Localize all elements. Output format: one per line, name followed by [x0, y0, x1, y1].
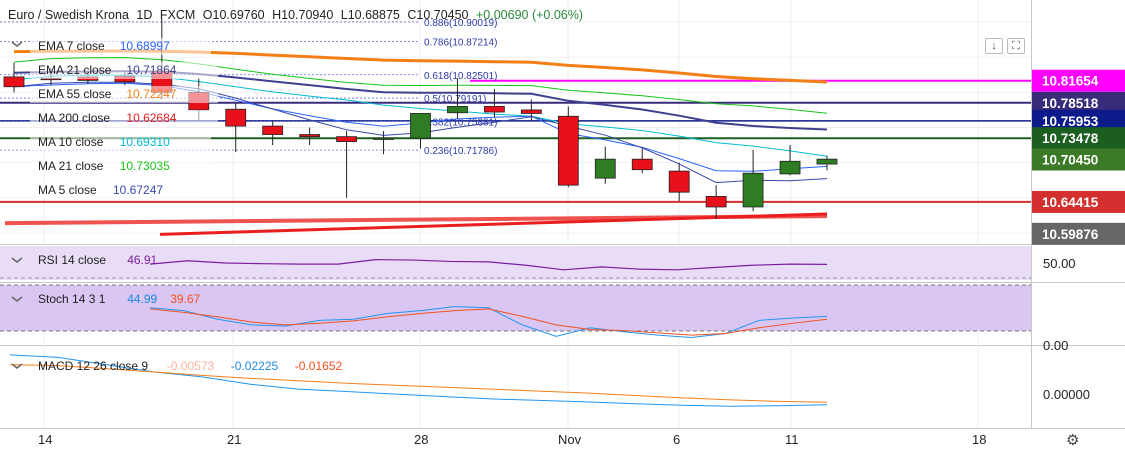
legend-label: MA 200 close [38, 111, 110, 125]
collapse-legend-icon [11, 257, 23, 263]
fib-label: 0.382(10.75881) [424, 117, 497, 128]
price-label-bg [1032, 127, 1125, 150]
candle-body [557, 115, 579, 186]
stoch-label: Stoch 14 3 1 [38, 292, 106, 306]
macd-label: MACD 12 26 close 9 [38, 359, 148, 373]
price-label: 10.78518 [1042, 96, 1099, 111]
macd-value: -0.01652 [295, 359, 343, 373]
legend-bg [30, 182, 204, 199]
fib-label: 0.886(10.90019) [424, 18, 497, 29]
candle-body [3, 76, 25, 88]
legend-bg [30, 134, 211, 151]
fib-label: 0.5(10.79191) [424, 94, 486, 105]
legend-value: 10.73035 [120, 159, 170, 173]
rsi-band [0, 246, 1031, 280]
candle-body [668, 170, 690, 193]
x-tick-label: Nov [558, 432, 582, 447]
x-tick-label: 14 [38, 432, 52, 447]
candle-body [447, 106, 468, 114]
candle-body [484, 106, 505, 113]
price-label-bg [1032, 91, 1125, 114]
candle-body [705, 196, 727, 208]
price-label: 10.59876 [1042, 227, 1099, 242]
rsi-value: 46.91 [127, 253, 157, 267]
legend-value: 10.67247 [113, 183, 163, 197]
stoch-d-line [149, 308, 828, 336]
legend-value: 10.72247 [126, 87, 176, 101]
price-label-bg [1032, 190, 1125, 213]
legend-value: 10.69310 [120, 135, 170, 149]
download-icon[interactable]: ↓ [985, 38, 1003, 54]
legend-bg [30, 62, 218, 79]
candle-body [631, 158, 653, 171]
legend-label: MA 5 close [38, 183, 97, 197]
legend-label: MA 10 close [38, 135, 104, 149]
collapse-legend-icon [11, 363, 23, 369]
legend-value: 10.68997 [120, 39, 170, 53]
macd-axis-label: 0.00000 [1043, 387, 1090, 402]
candle-body [816, 158, 838, 165]
stoch-band [0, 285, 1031, 331]
candle-body [225, 108, 247, 127]
price-label-bg [1032, 69, 1125, 92]
rsi-axis-label: 50.00 [1043, 256, 1076, 271]
legend-bg [30, 110, 218, 127]
legend-label: EMA 55 close [38, 87, 112, 101]
rsi-label: RSI 14 close [38, 253, 106, 267]
fib-label: 0.786(10.87214) [424, 38, 497, 49]
candle-body [742, 172, 764, 208]
x-tick-label: 21 [227, 432, 241, 447]
candle-body [299, 134, 321, 138]
candle-body [373, 137, 394, 140]
x-tick-label: 6 [673, 432, 680, 447]
price-label-bg [1032, 148, 1125, 171]
ma21-line [13, 57, 828, 114]
price-label: 10.70450 [1042, 153, 1098, 168]
legend-label: MA 21 close [38, 159, 104, 173]
price-label: 10.73478 [1042, 131, 1099, 146]
price-label-bg [1032, 109, 1125, 132]
candle-body [336, 136, 357, 142]
candle-body [410, 113, 431, 139]
legend-bg [30, 158, 211, 175]
legend-value: 10.71864 [126, 63, 176, 77]
legend-bg [30, 38, 211, 55]
fib-label: 0.618(10.82501) [424, 71, 497, 82]
stoch-k-line [149, 306, 828, 338]
macd-value: -0.02225 [231, 359, 279, 373]
candle-body [520, 109, 542, 114]
legend-bg [30, 86, 218, 103]
candle-body [779, 160, 801, 175]
x-tick-label: 18 [972, 432, 986, 447]
fib-label: 0.236(10.71786) [424, 146, 497, 157]
price-label: 10.75953 [1042, 114, 1099, 129]
macd-signal-line [9, 364, 828, 403]
collapse-legend-icon [11, 296, 23, 302]
stoch-value: 44.99 [127, 292, 157, 306]
x-tick-label: 28 [414, 432, 428, 447]
price-label: 10.81654 [1042, 74, 1099, 89]
rsi-line [149, 258, 828, 271]
x-tick-label: 11 [785, 432, 799, 447]
stoch-value: 39.67 [170, 292, 200, 306]
legend-label: EMA 21 close [38, 63, 112, 77]
fullscreen-icon[interactable]: ⛶ [1007, 38, 1025, 54]
candle-body [594, 158, 616, 179]
price-label-bg [1032, 222, 1125, 245]
legend-label: EMA 7 close [38, 39, 105, 53]
stoch-axis-label: 0.00 [1043, 338, 1068, 353]
legend-value: 10.62684 [126, 111, 176, 125]
price-label: 10.64415 [1042, 195, 1099, 210]
macd-line [9, 354, 828, 407]
macd-value: -0.00573 [167, 359, 215, 373]
candle-body [262, 125, 284, 135]
collapse-legend-icon [11, 41, 23, 47]
settings-icon: ⚙ [1066, 432, 1079, 449]
